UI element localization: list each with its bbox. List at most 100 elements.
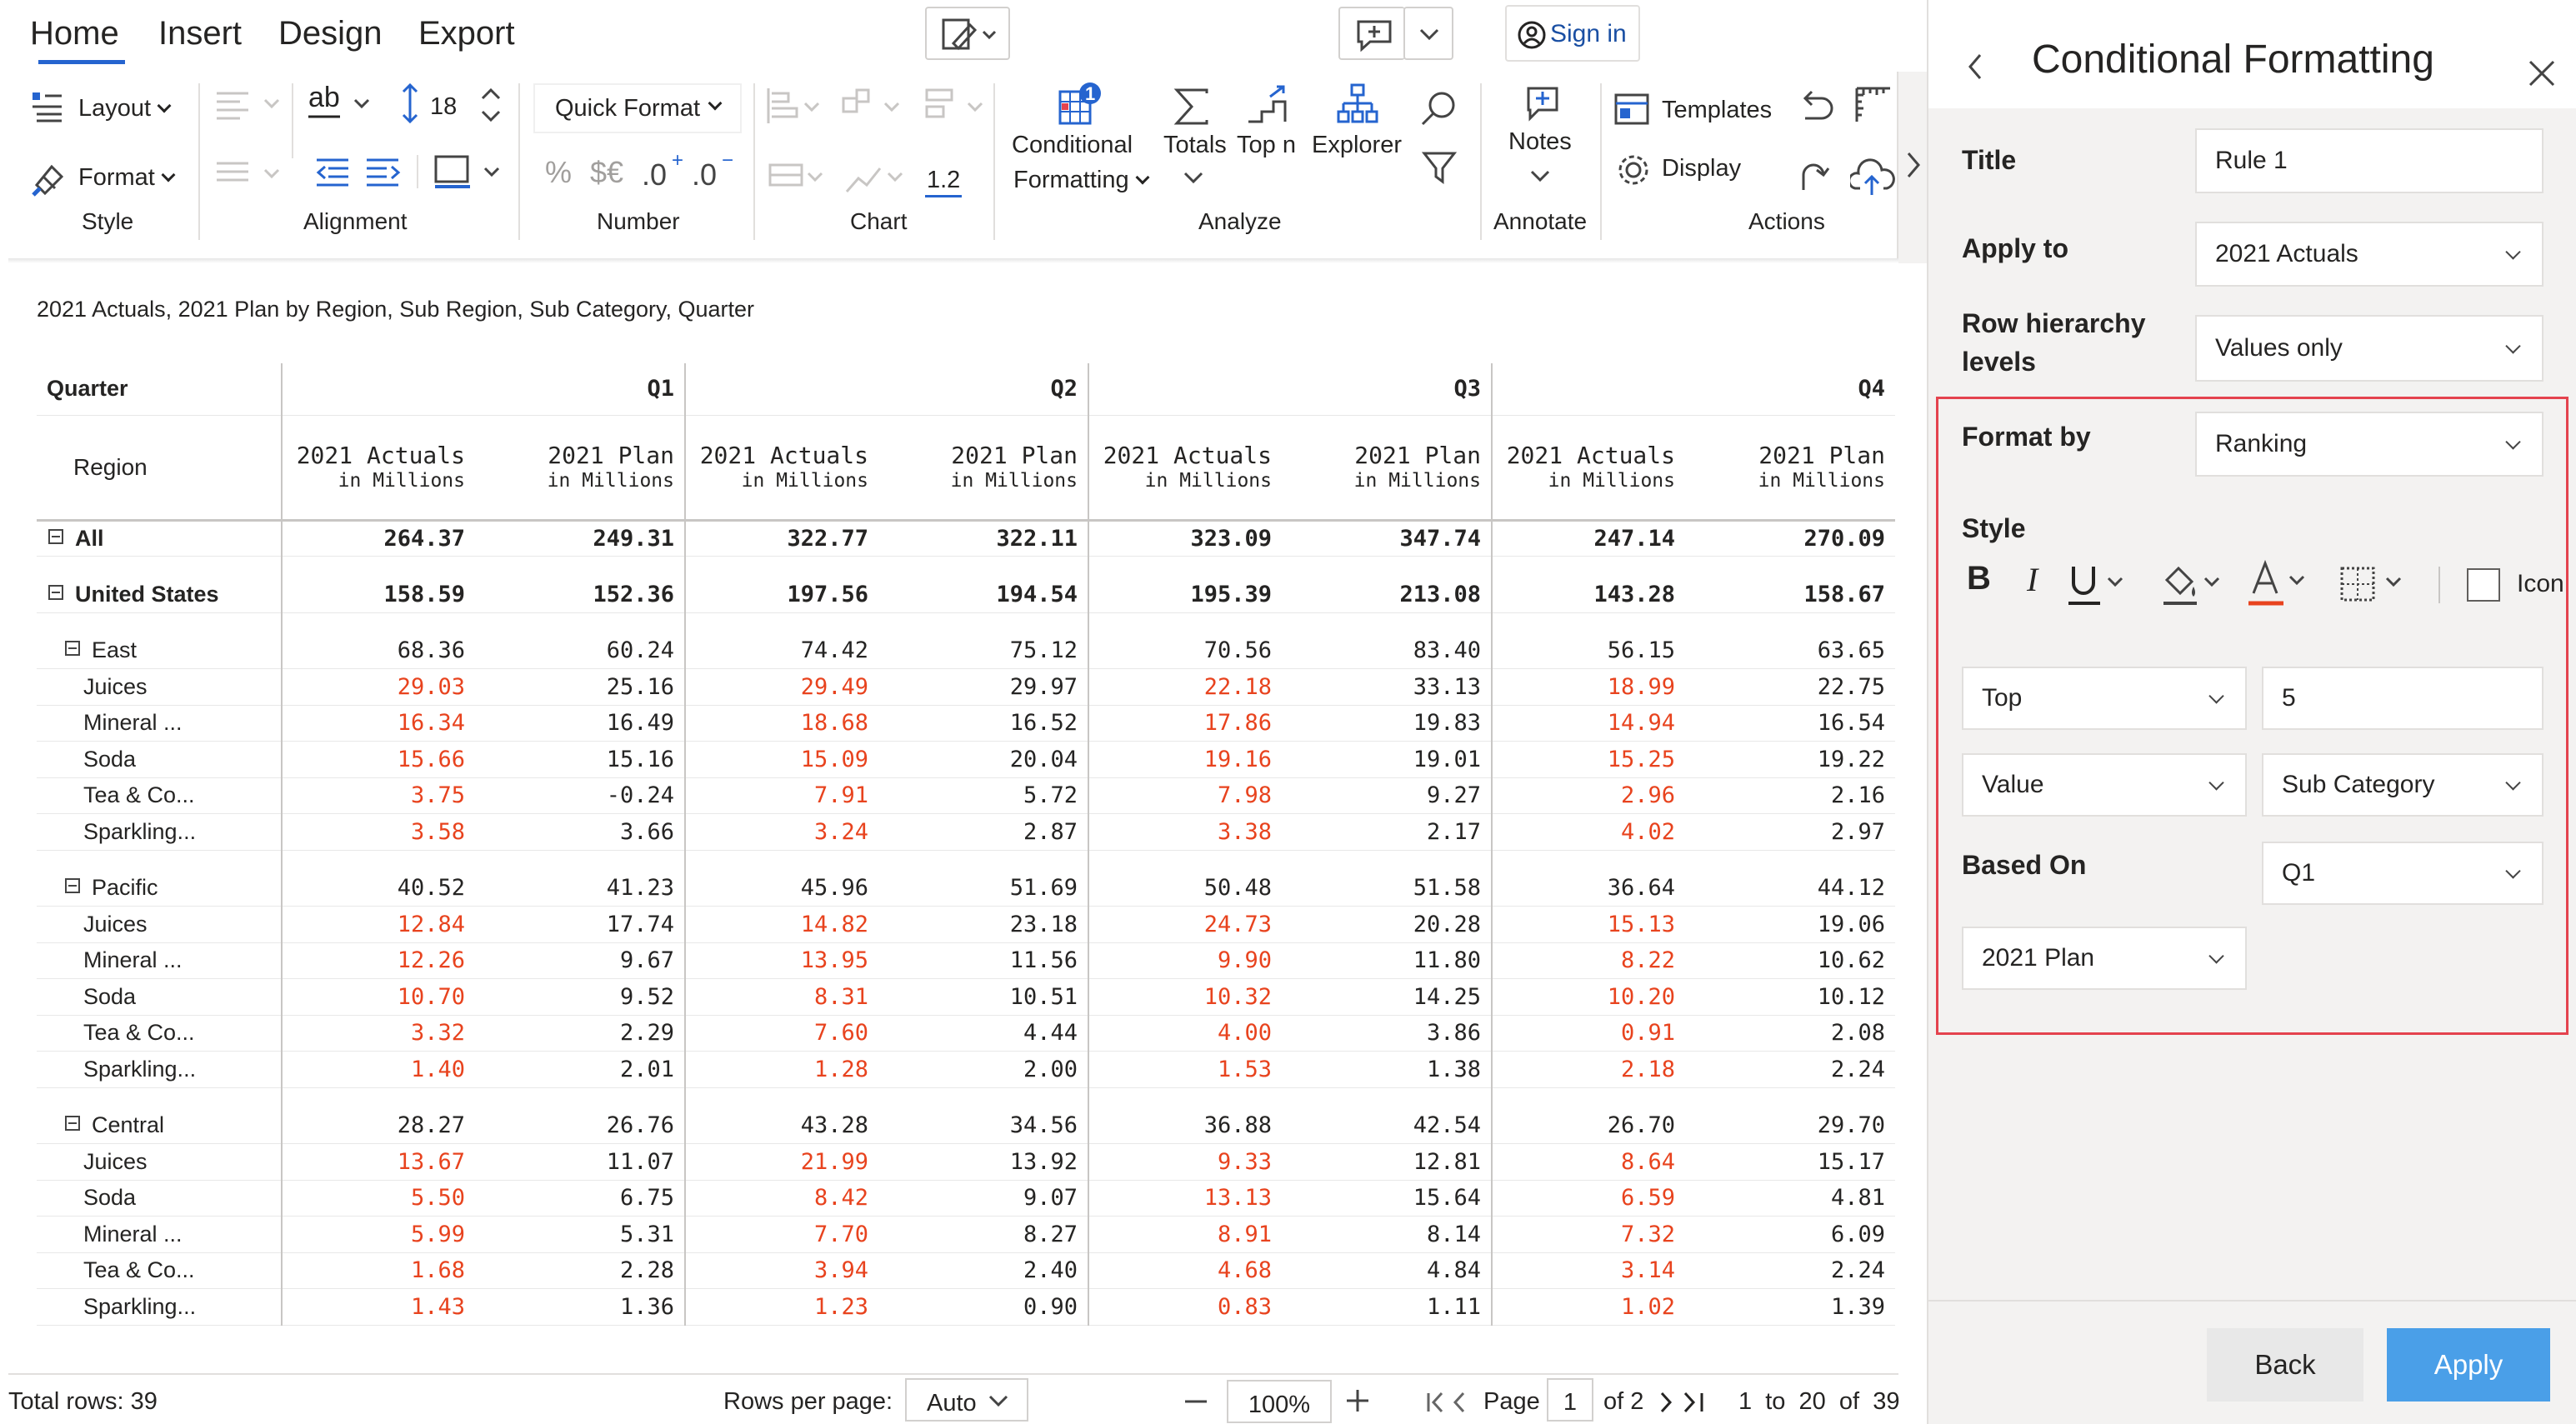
comment-button[interactable]	[1338, 7, 1405, 60]
table-cell[interactable]: 323.09	[1088, 520, 1282, 557]
table-cell[interactable]: 26.70	[1492, 1107, 1685, 1144]
sign-in-button[interactable]: Sign in	[1505, 5, 1640, 62]
table-cell[interactable]: 29.03	[282, 668, 475, 706]
totals-button[interactable]: Totals	[1163, 132, 1227, 158]
table-cell[interactable]: 7.32	[1492, 1216, 1685, 1253]
table-cell[interactable]: 41.23	[475, 870, 686, 907]
row-label[interactable]: Tea & Co...	[37, 777, 283, 814]
table-cell[interactable]: 36.64	[1492, 870, 1685, 907]
table-cell[interactable]: 20.04	[878, 741, 1089, 778]
table-cell[interactable]: 15.66	[282, 741, 475, 778]
table-cell[interactable]: 7.98	[1088, 777, 1282, 814]
currency-button[interactable]: $€	[590, 155, 624, 189]
table-cell[interactable]: 197.56	[685, 576, 878, 613]
table-row[interactable]: Tea & Co... 1.68 2.28 3.94 2.40 4.68 4.84 3.14 2…	[37, 1252, 1895, 1289]
table-cell[interactable]: 10.51	[878, 978, 1089, 1016]
conditional-formatting-button[interactable]: Conditional	[1012, 132, 1133, 158]
borders-icon[interactable]	[433, 153, 510, 192]
format-button[interactable]: Format	[78, 164, 176, 192]
row-label[interactable]: East	[37, 632, 283, 669]
table-cell[interactable]: 34.56	[878, 1107, 1089, 1144]
table-row[interactable]: Central 28.27 26.76 43.28 34.56 36.88 42.54 26.…	[37, 1107, 1895, 1144]
table-row[interactable]: Juices 29.03 25.16 29.49 29.97 22.18 33.13 18.9…	[37, 668, 1895, 706]
column-header[interactable]: 2021 Plan in Millions	[1282, 415, 1493, 522]
table-cell[interactable]: 3.32	[282, 1015, 475, 1052]
table-cell[interactable]: 3.58	[282, 813, 475, 851]
table-cell[interactable]: 3.24	[685, 813, 878, 851]
table-cell[interactable]: 20.28	[1282, 906, 1493, 943]
table-cell[interactable]: 74.42	[685, 632, 878, 669]
display-button[interactable]: Display	[1662, 155, 1742, 182]
rows-per-page-select[interactable]: Auto	[905, 1378, 1028, 1422]
search-icon[interactable]	[1420, 90, 1458, 128]
table-cell[interactable]: 16.49	[475, 705, 686, 742]
close-icon[interactable]	[2527, 58, 2557, 88]
table-cell[interactable]: 19.06	[1685, 906, 1895, 943]
title-input[interactable]: Rule 1	[2195, 128, 2543, 193]
table-cell[interactable]: 4.00	[1088, 1015, 1282, 1052]
table-cell[interactable]: 143.28	[1492, 576, 1685, 613]
table-cell[interactable]: 33.13	[1282, 668, 1493, 706]
table-cell[interactable]: 7.91	[685, 777, 878, 814]
table-cell[interactable]: 4.81	[1685, 1180, 1895, 1217]
next-last-page-icons[interactable]	[1657, 1390, 1712, 1415]
table-cell[interactable]: 4.44	[878, 1015, 1089, 1052]
collapse-toggle-icon[interactable]	[65, 878, 80, 893]
row-label[interactable]: Mineral ...	[37, 942, 283, 979]
table-cell[interactable]: 12.81	[1282, 1143, 1493, 1181]
table-cell[interactable]: 56.15	[1492, 632, 1685, 669]
table-row[interactable]: Tea & Co... 3.75 -0.24 7.91 5.72 7.98 9.27 2.96…	[37, 777, 1895, 814]
table-cell[interactable]: 2.40	[878, 1252, 1089, 1289]
table-cell[interactable]: 70.56	[1088, 632, 1282, 669]
font-size-value[interactable]: 18	[430, 93, 458, 120]
table-cell[interactable]: 2.17	[1282, 813, 1493, 851]
table-cell[interactable]: 16.52	[878, 705, 1089, 742]
table-cell[interactable]: 8.22	[1492, 942, 1685, 979]
column-header[interactable]: 2021 Actuals in Millions	[685, 415, 878, 522]
value-type-select[interactable]: Value	[1962, 753, 2247, 817]
table-cell[interactable]: 3.14	[1492, 1252, 1685, 1289]
table-cell[interactable]: 29.49	[685, 668, 878, 706]
table-cell[interactable]: 8.31	[685, 978, 878, 1016]
collapse-toggle-icon[interactable]	[48, 584, 63, 600]
notes-button[interactable]: Notes	[1508, 128, 1572, 155]
table-row[interactable]: Mineral ... 5.99 5.31 7.70 8.27 8.91 8.14 7.32 6…	[37, 1216, 1895, 1253]
chevron-down-icon[interactable]	[1528, 168, 1553, 187]
table-cell[interactable]: 40.52	[282, 870, 475, 907]
conditional-formatting-dropdown[interactable]: Formatting	[1013, 167, 1150, 194]
table-cell[interactable]: 2.00	[878, 1051, 1089, 1088]
table-cell[interactable]: 4.02	[1492, 813, 1685, 851]
table-row[interactable]: Juices 13.67 11.07 21.99 13.92 9.33 12.81 8.64 1…	[37, 1143, 1895, 1181]
table-cell[interactable]: 6.59	[1492, 1180, 1685, 1217]
table-cell[interactable]: 42.54	[1282, 1107, 1493, 1144]
table-cell[interactable]: 1.36	[475, 1288, 686, 1326]
apply-button[interactable]: Apply	[2387, 1328, 2550, 1402]
table-cell[interactable]: 60.24	[475, 632, 686, 669]
row-label[interactable]: Tea & Co...	[37, 1252, 283, 1289]
chart-type-icons[interactable]	[763, 87, 997, 127]
table-cell[interactable]: 1.68	[282, 1252, 475, 1289]
table-cell[interactable]: 1.11	[1282, 1288, 1493, 1326]
table-cell[interactable]: 15.25	[1492, 741, 1685, 778]
table-cell[interactable]: 12.26	[282, 942, 475, 979]
tab-insert[interactable]: Insert	[158, 15, 243, 52]
table-cell[interactable]: 8.64	[1492, 1143, 1685, 1181]
table-row[interactable]: Mineral ... 16.34 16.49 18.68 16.52 17.86 19.8…	[37, 705, 1895, 742]
collapse-toggle-icon[interactable]	[65, 1116, 80, 1131]
table-cell[interactable]: 264.37	[282, 520, 475, 557]
table-cell[interactable]: 9.90	[1088, 942, 1282, 979]
table-cell[interactable]: 12.84	[282, 906, 475, 943]
table-cell[interactable]: 18.68	[685, 705, 878, 742]
table-cell[interactable]: 2.87	[878, 813, 1089, 851]
row-label[interactable]: Pacific	[37, 870, 283, 907]
tab-export[interactable]: Export	[418, 15, 515, 52]
icon-checkbox[interactable]	[2467, 568, 2500, 602]
table-cell[interactable]: 11.56	[878, 942, 1089, 979]
row-label[interactable]: Soda	[37, 741, 283, 778]
explorer-button[interactable]: Explorer	[1312, 132, 1402, 158]
collapse-toggle-icon[interactable]	[48, 528, 63, 544]
table-cell[interactable]: 13.92	[878, 1143, 1089, 1181]
column-header[interactable]: 2021 Actuals in Millions	[1492, 415, 1685, 522]
row-label[interactable]: Juices	[37, 1143, 283, 1181]
table-cell[interactable]: 5.50	[282, 1180, 475, 1217]
